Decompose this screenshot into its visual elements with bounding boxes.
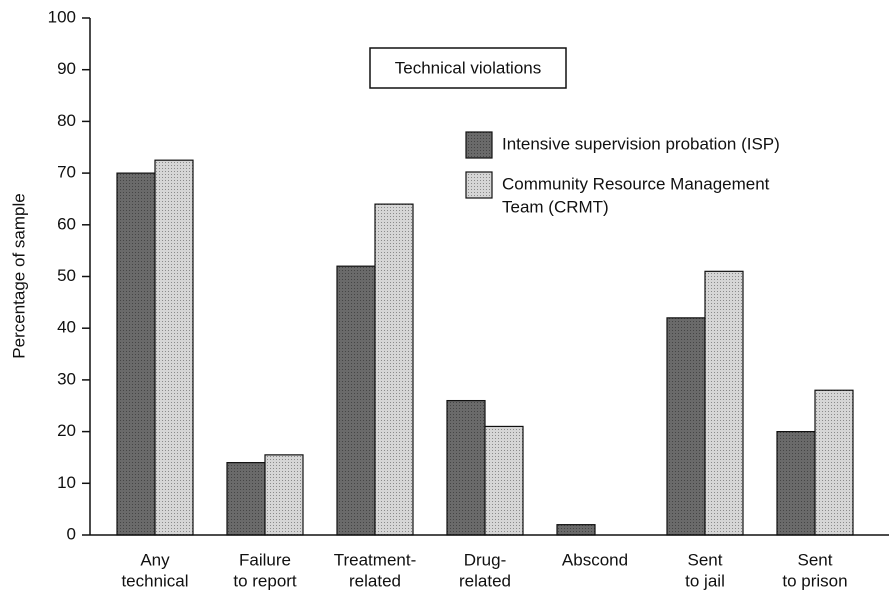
y-tick-label: 70 [57,163,76,182]
legend-label: Team (CRMT) [502,197,609,216]
y-tick-label: 40 [57,318,76,337]
bar-texture [265,454,303,535]
bar-texture [485,426,523,535]
bar-texture [117,173,155,535]
x-tick-label: related [459,571,511,590]
x-tick-label: technical [121,571,188,590]
bar-texture [815,390,853,535]
bar-texture [557,524,595,535]
y-tick-label: 50 [57,266,76,285]
x-tick-label: Any [140,550,170,569]
x-tick-label: Failure [239,550,291,569]
x-tick-label: Sent [688,550,723,569]
x-tick-label: Drug- [464,550,507,569]
bar-texture [155,160,193,536]
x-tick-label: Abscond [562,550,628,569]
y-tick-label: 20 [57,421,76,440]
x-tick-label: to prison [782,571,847,590]
x-tick-label: related [349,571,401,590]
bar-texture [777,431,815,535]
y-tick-label: 90 [57,59,76,78]
y-tick-label: 10 [57,473,76,492]
bar-texture [375,204,413,535]
bar-texture [705,271,743,535]
y-tick-label: 60 [57,214,76,233]
bar-texture [447,400,485,535]
x-tick-label: Treatment- [334,550,417,569]
legend-swatch-texture [466,132,492,158]
x-tick-label: to report [233,571,297,590]
legend-label: Intensive supervision probation (ISP) [502,134,780,153]
bar-texture [337,266,375,535]
x-tick-label: to jail [685,571,725,590]
legend-label: Community Resource Management [502,174,770,193]
annotation: Technical violations [395,58,541,77]
bar-texture [227,462,265,535]
bar-texture [667,317,705,535]
y-axis-label: Percentage of sample [9,193,28,358]
legend-swatch-texture [466,172,492,198]
x-tick-label: Sent [798,550,833,569]
y-tick-label: 0 [67,524,76,543]
annotation-box [369,47,567,89]
y-tick-label: 100 [48,7,76,26]
y-tick-label: 80 [57,111,76,130]
y-tick-label: 30 [57,369,76,388]
